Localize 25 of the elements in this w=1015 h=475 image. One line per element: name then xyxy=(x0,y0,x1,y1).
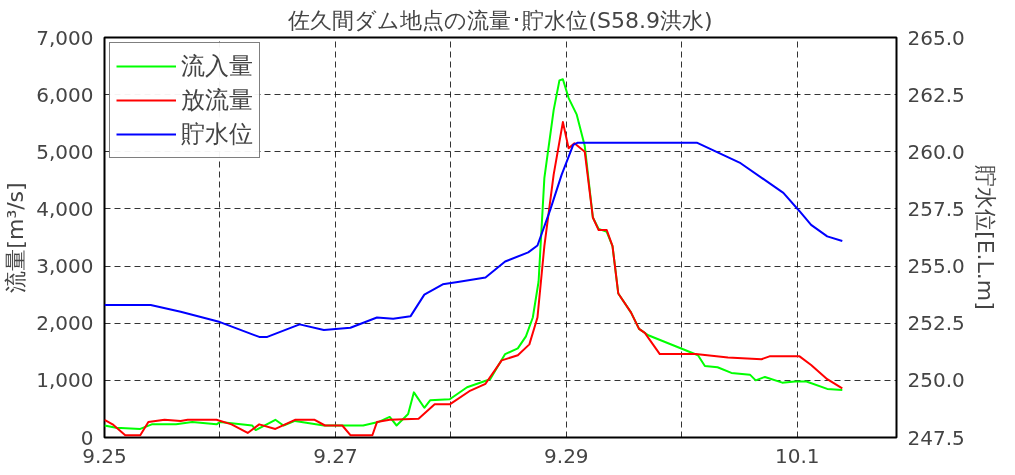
legend-label: 貯水位 xyxy=(181,119,253,150)
y2-tick-label: 255.0 xyxy=(907,254,965,279)
y2-tick-label: 265.0 xyxy=(907,25,965,50)
y-tick-label: 1,000 xyxy=(36,368,94,393)
y-tick-label: 5,000 xyxy=(36,139,94,164)
y2-tick-label: 262.5 xyxy=(907,82,965,107)
y2-tick-label: 257.5 xyxy=(907,196,965,221)
legend-label: 流入量 xyxy=(181,51,253,82)
y-tick-label: 2,000 xyxy=(36,311,94,336)
y2-tick-label: 250.0 xyxy=(907,368,965,393)
x-tick-label: 9.27 xyxy=(313,443,358,468)
y-tick-label: 6,000 xyxy=(36,82,94,107)
y-tick-label: 7,000 xyxy=(36,25,94,50)
y-tick-label: 3,000 xyxy=(36,254,94,279)
y-tick-label: 0 xyxy=(80,425,94,450)
chart-title: 佐久間ダム地点の流量･貯水位(S58.9洪水) xyxy=(288,7,713,33)
x-tick-label: 10.1 xyxy=(774,443,820,468)
y-tick-label: 4,000 xyxy=(36,196,94,221)
y2-tick-label: 260.0 xyxy=(907,139,965,164)
y2-tick-label: 252.5 xyxy=(907,311,965,336)
x-tick-label: 9.29 xyxy=(544,443,589,468)
y2-tick-label: 247.5 xyxy=(907,425,965,450)
y2-axis-title: 貯水位[E.L.m] xyxy=(972,165,998,310)
y-axis-title: 流量[m³/s] xyxy=(3,182,29,293)
legend-label: 放流量 xyxy=(181,85,253,116)
